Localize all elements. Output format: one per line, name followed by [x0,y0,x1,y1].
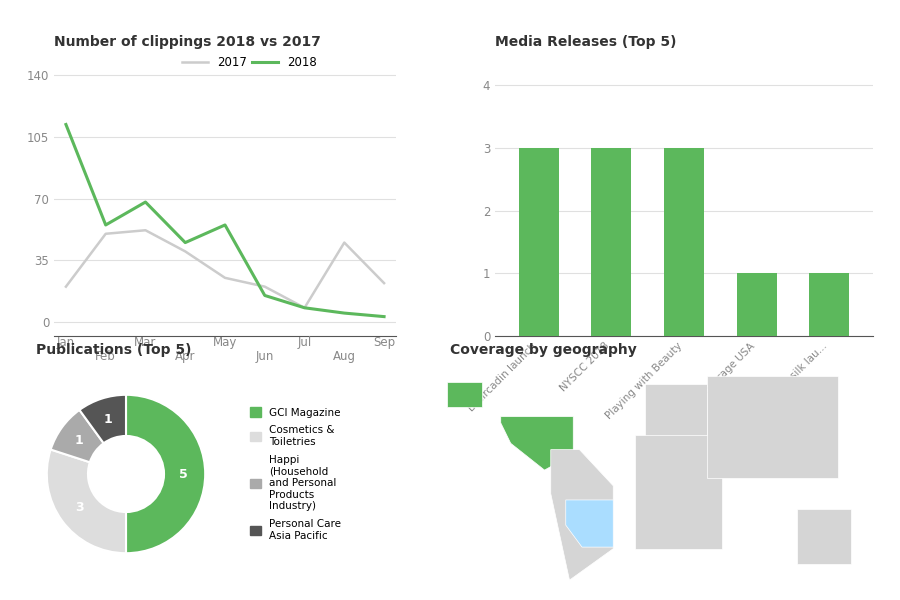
Text: Jun: Jun [256,350,274,362]
Polygon shape [797,509,850,565]
Text: 1: 1 [75,434,84,446]
Text: 3: 3 [75,502,84,514]
Text: Jan: Jan [57,336,75,349]
Bar [809,274,850,336]
Wedge shape [50,410,104,462]
Wedge shape [47,449,126,553]
Text: Coverage by geography: Coverage by geography [450,343,637,357]
Bar [737,274,777,336]
Wedge shape [79,395,126,443]
Legend: GCI Magazine, Cosmetics &
Toiletries, Happi
(Household
and Personal
Products
Ind: GCI Magazine, Cosmetics & Toiletries, Ha… [246,403,345,545]
Text: Media Releases (Top 5): Media Releases (Top 5) [495,35,677,49]
Text: May: May [212,336,238,349]
Bar [591,148,631,336]
Wedge shape [126,395,205,553]
Text: Feb: Feb [95,350,116,362]
Bar [518,148,559,336]
Polygon shape [551,449,613,580]
Text: Publications (Top 5): Publications (Top 5) [36,343,192,357]
Bar [664,148,704,336]
Text: Jul: Jul [297,336,311,349]
Polygon shape [447,382,482,407]
Polygon shape [644,383,707,439]
Polygon shape [707,376,838,478]
Text: 1: 1 [104,413,112,425]
Text: 5: 5 [179,467,188,481]
Text: Sep: Sep [373,336,395,349]
Text: Aug: Aug [333,350,356,362]
Polygon shape [500,416,573,470]
Polygon shape [566,500,613,547]
Text: Number of clippings 2018 vs 2017: Number of clippings 2018 vs 2017 [54,35,321,49]
Legend: 2017, 2018: 2017, 2018 [177,52,321,74]
Text: Mar: Mar [134,336,157,349]
Text: Apr: Apr [175,350,195,362]
Polygon shape [634,436,722,548]
